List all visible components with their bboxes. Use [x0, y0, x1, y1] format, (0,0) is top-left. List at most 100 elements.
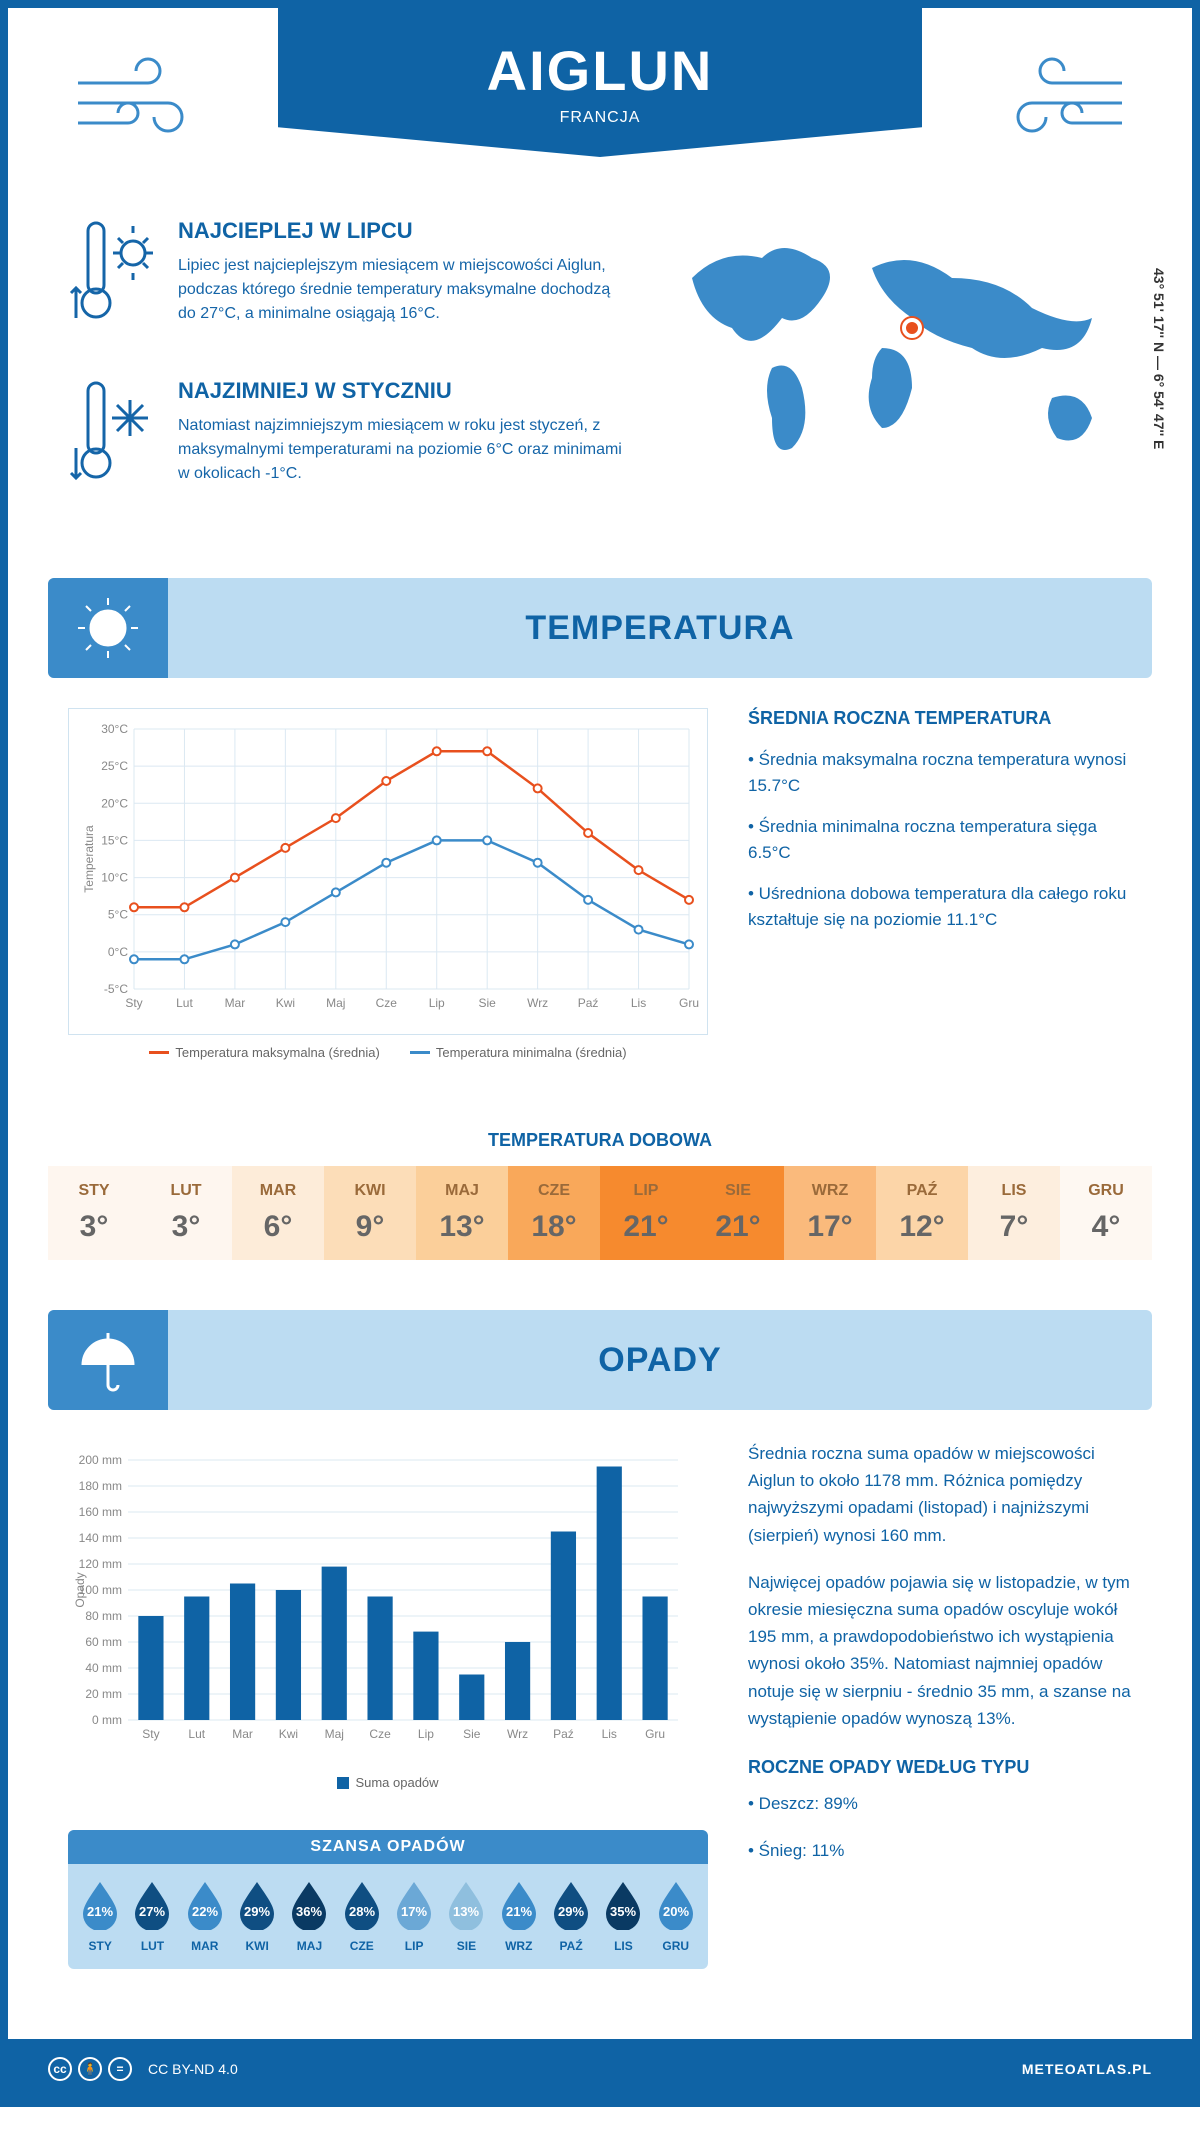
daily-temp-cell: LIS7° — [968, 1166, 1060, 1260]
temperature-heading: TEMPERATURA — [168, 609, 1152, 648]
svg-text:Gru: Gru — [645, 1727, 665, 1741]
svg-text:Sie: Sie — [463, 1727, 481, 1741]
chance-drop: 27%LUT — [131, 1878, 173, 1953]
daily-temp-cell: GRU4° — [1060, 1166, 1152, 1260]
hottest-title: NAJCIEPLEJ W LIPCU — [178, 218, 632, 244]
precipitation-bar-chart: 0 mm20 mm40 mm60 mm80 mm100 mm120 mm140 … — [68, 1440, 708, 1800]
hottest-fact: NAJCIEPLEJ W LIPCU Lipiec jest najcieple… — [68, 218, 632, 343]
svg-text:20%: 20% — [663, 1904, 689, 1919]
title-banner: AIGLUN FRANCJA — [278, 8, 922, 157]
chart-legend: Suma opadów — [68, 1765, 708, 1800]
svg-text:Maj: Maj — [326, 996, 345, 1010]
svg-text:13%: 13% — [453, 1904, 479, 1919]
annual-temp-bullet: • Średnia maksymalna roczna temperatura … — [748, 747, 1132, 798]
nd-icon: = — [108, 2057, 132, 2081]
svg-text:20°C: 20°C — [101, 796, 128, 810]
annual-temp-title: ŚREDNIA ROCZNA TEMPERATURA — [748, 708, 1132, 729]
svg-text:5°C: 5°C — [108, 908, 128, 922]
svg-text:22%: 22% — [192, 1904, 218, 1919]
svg-text:40 mm: 40 mm — [85, 1661, 122, 1675]
coldest-title: NAJZIMNIEJ W STYCZNIU — [178, 378, 632, 404]
svg-text:Wrz: Wrz — [507, 1727, 528, 1741]
chance-drop: 13%SIE — [445, 1878, 487, 1953]
svg-text:Lip: Lip — [418, 1727, 434, 1741]
svg-text:Paź: Paź — [578, 996, 599, 1010]
svg-text:36%: 36% — [296, 1904, 322, 1919]
license-block: cc 🧍 = CC BY-ND 4.0 — [48, 2057, 238, 2081]
svg-text:21%: 21% — [506, 1904, 532, 1919]
world-map: 43° 51' 17'' N — 6° 54' 47'' E — [672, 218, 1132, 538]
svg-text:15°C: 15°C — [101, 833, 128, 847]
daily-temp-cell: MAR6° — [232, 1166, 324, 1260]
svg-text:Sty: Sty — [142, 1727, 159, 1741]
svg-text:Wrz: Wrz — [527, 996, 548, 1010]
coldest-text: Natomiast najzimniejszym miesiącem w rok… — [178, 414, 632, 486]
annual-temp-bullet: • Średnia minimalna roczna temperatura s… — [748, 814, 1132, 865]
chance-drop: 21%WRZ — [498, 1878, 540, 1953]
svg-text:Lut: Lut — [176, 996, 193, 1010]
intro-section: NAJCIEPLEJ W LIPCU Lipiec jest najcieple… — [8, 188, 1192, 568]
daily-temp-title: TEMPERATURA DOBOWA — [8, 1130, 1192, 1151]
svg-text:200 mm: 200 mm — [79, 1453, 122, 1467]
svg-text:80 mm: 80 mm — [85, 1609, 122, 1623]
svg-text:140 mm: 140 mm — [79, 1531, 122, 1545]
precip-paragraph: Najwięcej opadów pojawia się w listopadz… — [748, 1569, 1132, 1732]
svg-text:29%: 29% — [558, 1904, 584, 1919]
svg-text:Cze: Cze — [376, 996, 398, 1010]
daily-temp-cell: KWI9° — [324, 1166, 416, 1260]
precipitation-info: Średnia roczna suma opadów w miejscowośc… — [748, 1440, 1132, 1969]
svg-text:Gru: Gru — [679, 996, 699, 1010]
svg-text:180 mm: 180 mm — [79, 1479, 122, 1493]
temperature-line-chart: -5°C0°C5°C10°C15°C20°C25°C30°CStyLutMarK… — [68, 708, 708, 1070]
svg-text:17%: 17% — [401, 1904, 427, 1919]
svg-text:20 mm: 20 mm — [85, 1687, 122, 1701]
daily-temp-cell: MAJ13° — [416, 1166, 508, 1260]
thermometer-snow-icon — [68, 378, 158, 503]
svg-text:Lis: Lis — [631, 996, 646, 1010]
chance-drop: 20%GRU — [655, 1878, 697, 1953]
svg-text:21%: 21% — [87, 1904, 113, 1919]
svg-text:Kwi: Kwi — [279, 1727, 298, 1741]
svg-text:Lip: Lip — [429, 996, 445, 1010]
svg-text:0 mm: 0 mm — [92, 1713, 122, 1727]
svg-text:0°C: 0°C — [108, 945, 128, 959]
chance-drop: 29%KWI — [236, 1878, 278, 1953]
precip-by-type-title: ROCZNE OPADY WEDŁUG TYPU — [748, 1757, 1132, 1778]
svg-text:Kwi: Kwi — [276, 996, 295, 1010]
coldest-fact: NAJZIMNIEJ W STYCZNIU Natomiast najzimni… — [68, 378, 632, 503]
city-title: AIGLUN — [308, 38, 892, 103]
chance-drop: 21%STY — [79, 1878, 121, 1953]
svg-text:-5°C: -5°C — [104, 982, 128, 996]
svg-text:Mar: Mar — [225, 996, 246, 1010]
svg-text:30°C: 30°C — [101, 722, 128, 736]
svg-text:Maj: Maj — [325, 1727, 344, 1741]
precipitation-heading: OPADY — [168, 1341, 1152, 1380]
daily-temp-cell: LUT3° — [140, 1166, 232, 1260]
chance-drop: 22%MAR — [184, 1878, 226, 1953]
precipitation-chance-box: SZANSA OPADÓW 21%STY27%LUT22%MAR29%KWI36… — [68, 1830, 708, 1969]
daily-temp-cell: SIE21° — [692, 1166, 784, 1260]
precip-snow: • Śnieg: 11% — [748, 1837, 1132, 1864]
daily-temp-table: STY3°LUT3°MAR6°KWI9°MAJ13°CZE18°LIP21°SI… — [48, 1166, 1152, 1260]
svg-text:25°C: 25°C — [101, 759, 128, 773]
license-text: CC BY-ND 4.0 — [148, 2061, 238, 2077]
sun-icon — [48, 578, 168, 678]
chance-drop: 35%LIS — [602, 1878, 644, 1953]
temperature-banner: TEMPERATURA — [48, 578, 1152, 678]
header: AIGLUN FRANCJA — [8, 8, 1192, 188]
annual-temp-bullet: • Uśredniona dobowa temperatura dla całe… — [748, 881, 1132, 932]
chance-drop: 17%LIP — [393, 1878, 435, 1953]
cc-icon: cc — [48, 2057, 72, 2081]
svg-text:Lut: Lut — [188, 1727, 205, 1741]
wind-swirl-icon — [8, 8, 278, 188]
daily-temp-cell: CZE18° — [508, 1166, 600, 1260]
site-name: METEOATLAS.PL — [1022, 2061, 1152, 2077]
daily-temp-cell: WRZ17° — [784, 1166, 876, 1260]
svg-text:160 mm: 160 mm — [79, 1505, 122, 1519]
svg-text:27%: 27% — [139, 1904, 165, 1919]
umbrella-icon — [48, 1310, 168, 1410]
svg-text:60 mm: 60 mm — [85, 1635, 122, 1649]
svg-text:Opady: Opady — [73, 1572, 87, 1607]
chance-drop: 28%CZE — [341, 1878, 383, 1953]
daily-temp-cell: LIP21° — [600, 1166, 692, 1260]
